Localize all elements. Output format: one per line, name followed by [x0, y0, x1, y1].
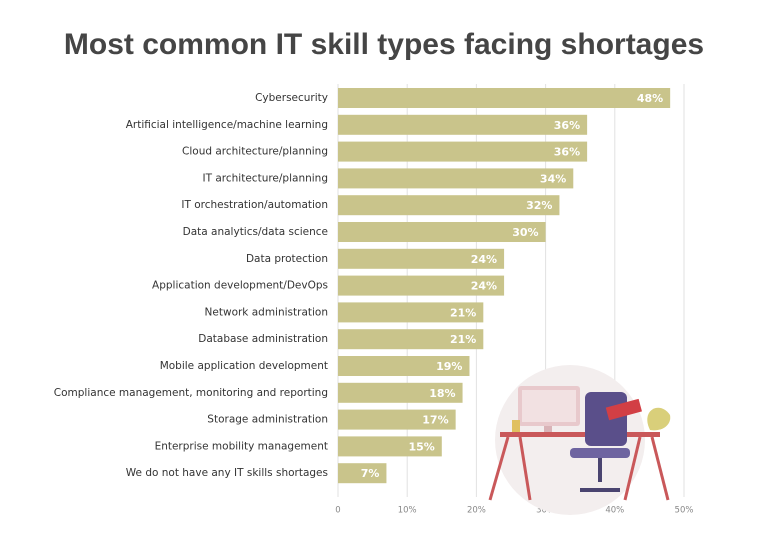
y-tick-label: Compliance management, monitoring and re… [54, 387, 328, 399]
value-label: 19% [436, 360, 462, 373]
bar [338, 114, 588, 135]
bar [338, 356, 470, 376]
x-tick-label: 20% [467, 506, 486, 516]
bar [338, 302, 484, 323]
bar [338, 168, 574, 189]
value-label: 36% [554, 146, 580, 159]
x-tick-label: 40% [605, 506, 624, 516]
bars: Cybersecurity 48% Artificial intelligence/… [54, 88, 671, 484]
bar [338, 382, 463, 403]
y-tick-label: Cybersecurity [255, 92, 328, 104]
bar [338, 329, 484, 350]
x-tick-label: 50% [675, 506, 694, 516]
x-tick-label: 0 [335, 506, 340, 516]
chart-title: Most common IT skill types facing shorta… [64, 28, 704, 61]
value-label: 32% [526, 199, 552, 212]
value-label: 21% [450, 306, 476, 319]
value-label: 30% [512, 226, 538, 239]
value-label: 17% [422, 414, 448, 427]
value-label: 21% [450, 333, 476, 346]
y-tick-label: IT orchestration/automation [181, 199, 328, 211]
value-label: 18% [429, 387, 455, 400]
illustration [488, 365, 671, 515]
y-tick-label: We do not have any IT skills shortages [126, 467, 328, 479]
x-tick-label: 10% [398, 506, 417, 516]
bar [338, 141, 588, 162]
value-label: 24% [471, 253, 497, 266]
value-label: 36% [554, 119, 580, 132]
bar [338, 409, 456, 430]
y-tick-label: Enterprise mobility management [155, 440, 328, 452]
value-label: 7% [361, 467, 380, 480]
bar [338, 222, 546, 242]
y-tick-label: Database administration [198, 333, 328, 345]
bar [338, 436, 442, 457]
y-tick-label: Artificial intelligence/machine learning [126, 119, 328, 131]
value-label: 15% [408, 440, 434, 453]
value-label: 24% [471, 280, 497, 293]
y-tick-label: Data protection [246, 253, 328, 265]
value-label: 48% [637, 92, 663, 105]
bar [338, 88, 671, 108]
y-tick-label: Data analytics/data science [183, 226, 328, 238]
bar [338, 195, 560, 216]
y-tick-label: IT architecture/planning [203, 172, 328, 184]
y-tick-label: Network administration [205, 306, 328, 318]
y-tick-label: Storage administration [207, 414, 328, 426]
y-tick-label: Application development/DevOps [152, 280, 328, 292]
bar [338, 248, 505, 269]
y-tick-label: Cloud architecture/planning [182, 146, 328, 158]
bar [338, 463, 387, 484]
y-tick-label: Mobile application development [160, 360, 328, 372]
bar [338, 275, 505, 296]
value-label: 34% [540, 172, 566, 185]
